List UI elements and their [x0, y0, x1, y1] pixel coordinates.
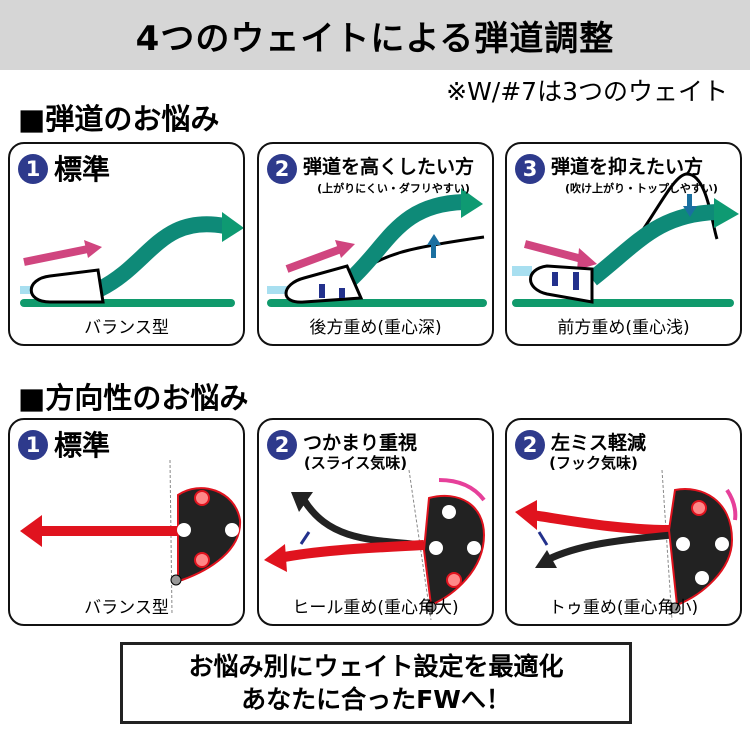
panel-subtitle: (スライス気味): [303, 454, 408, 472]
panel-subtitle: (フック気味): [549, 454, 638, 472]
direction-heel-illustration: [264, 469, 486, 621]
panel-trajectory-low: 3 弾道を抑えたい方 (吹け上がり・トップしやすい) 前方重め(重心浅): [505, 142, 742, 346]
summary-line-1: お悩み別にウェイト設定を最適化: [188, 652, 564, 681]
panel-subtitle: (上がりにくい・ダフリやすい): [317, 182, 470, 195]
trajectory-high-illustration: [267, 188, 487, 307]
panel-trajectory-high: 2 弾道を高くしたい方 (上がりにくい・ダフリやすい) 後方重め(重心深): [257, 142, 494, 346]
panel-subtitle: (吹け上がり・トップしやすい): [565, 182, 718, 195]
panel-label: トゥ重め(重心角小): [548, 598, 699, 618]
direction-standard-illustration: [20, 459, 242, 616]
panel-direction-toe: 2 左ミス軽減 (フック気味) トゥ重め(重心角小): [505, 418, 742, 626]
panel-label: ヒール重め(重心角大): [292, 598, 459, 618]
panel-title: 左ミス軽減: [551, 432, 647, 454]
section-heading-trajectory: ■弾道のお悩み: [18, 102, 220, 136]
panel-trajectory-standard: 1 標準 バランス型: [8, 142, 245, 346]
trajectory-low-illustration: [512, 172, 739, 307]
panel-title: 弾道を高くしたい方: [303, 156, 475, 178]
number-badge: 3: [515, 154, 545, 184]
panel-label: バランス型: [84, 598, 169, 618]
summary-box: お悩み別にウェイト設定を最適化 あなたに合ったFWへ！: [120, 642, 632, 724]
panel-title: 標準: [54, 429, 111, 462]
panel-title: 標準: [54, 153, 111, 186]
panel-label: 後方重め(重心深): [309, 318, 442, 338]
page-title: 4つのウェイトによる弾道調整: [135, 18, 615, 59]
trajectory-standard-illustration: [20, 212, 243, 307]
number-badge: 1: [18, 154, 48, 184]
number-badge: 2: [267, 154, 297, 184]
summary-line-2: あなたに合ったFWへ！: [241, 685, 511, 714]
title-bar: 4つのウェイトによる弾道調整: [0, 0, 750, 70]
panel-direction-heel: 2 つかまり重視 (スライス気味) ヒール重め(重心角大): [257, 418, 494, 626]
number-badge: 2: [267, 430, 297, 460]
section-heading-direction: ■方向性のお悩み: [18, 381, 249, 415]
panel-direction-standard: 1 標準 バランス型: [8, 418, 245, 626]
panel-title: 弾道を抑えたい方: [551, 156, 704, 178]
panel-label: 前方重め(重心浅): [557, 318, 690, 338]
weight-note: ※W/#7は3つのウェイト: [446, 77, 728, 106]
panel-title: つかまり重視: [303, 432, 418, 454]
panel-label: バランス型: [84, 318, 169, 338]
number-badge: 1: [18, 430, 48, 460]
direction-toe-illustration: [515, 469, 738, 621]
number-badge: 2: [515, 430, 545, 460]
